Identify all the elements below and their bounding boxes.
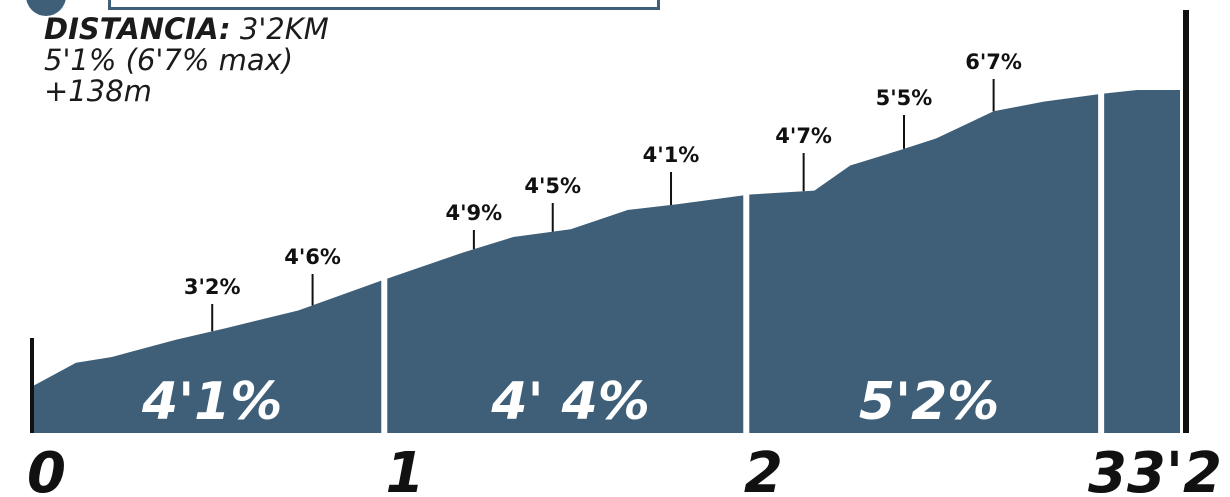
annotation-label-5: 4'1% bbox=[643, 143, 700, 167]
segment-label-3: 5'2% bbox=[859, 372, 999, 432]
distance-value: 3'2KM bbox=[239, 12, 329, 46]
annotation-label-7: 5'5% bbox=[876, 86, 933, 110]
distance-row: DISTANCIA: 3'2KM bbox=[44, 14, 329, 45]
annotation-label-1: 3'2% bbox=[184, 275, 241, 299]
x-tick-label-1: 0 bbox=[27, 441, 66, 497]
x-tick-label-2: 1 bbox=[385, 441, 424, 497]
distance-label: DISTANCIA: bbox=[44, 12, 231, 46]
x-tick-label-4: 33'2 bbox=[1088, 441, 1222, 497]
annotation-label-2: 4'6% bbox=[284, 245, 341, 269]
title-bar-frame bbox=[108, 0, 660, 10]
segment-label-1: 4'1% bbox=[141, 372, 282, 432]
annotation-label-8: 6'7% bbox=[965, 50, 1022, 74]
segment-label-2: 4' 4% bbox=[490, 372, 650, 432]
gradient-line: 5'1% (6'7% max) bbox=[44, 43, 294, 77]
elevation-area bbox=[33, 90, 1180, 433]
annotation-label-4: 4'5% bbox=[524, 174, 581, 198]
annotation-label-3: 4'9% bbox=[446, 201, 503, 225]
x-tick-label-3: 2 bbox=[744, 441, 783, 497]
stage-stats: DISTANCIA: 3'2KM 5'1% (6'7% max) +138m bbox=[44, 14, 329, 107]
stage-badge bbox=[26, 0, 66, 16]
elevation-gain: +138m bbox=[44, 74, 152, 108]
annotation-label-6: 4'7% bbox=[775, 124, 832, 148]
